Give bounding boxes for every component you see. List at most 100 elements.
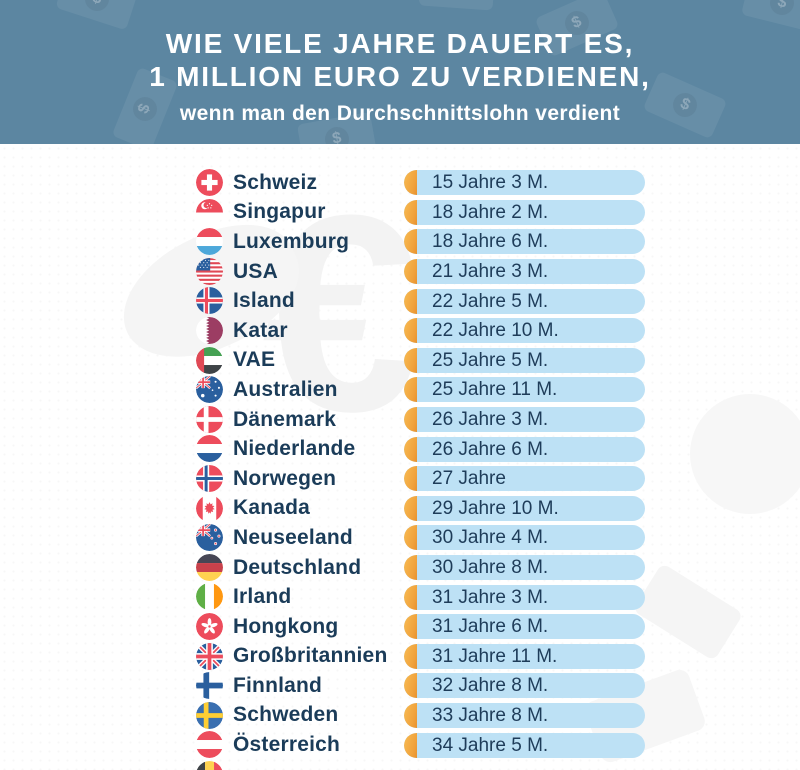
dollar-sign-icon: $ (323, 125, 351, 144)
country-label: Deutschland (233, 555, 362, 579)
title-line-1: WIE VIELE JAHRE DAUERT ES, (165, 28, 635, 59)
duration-label: 26 Jahre 6 M. (432, 438, 549, 460)
header: $ $ $ $ $ $ $ WIE VIELE JAHRE DAUERT ES,… (0, 0, 800, 144)
flag-lu-icon (196, 228, 223, 256)
duration-label: 33 Jahre 8 M. (432, 704, 549, 726)
country-label: Niederlande (233, 437, 356, 461)
duration-bar: 30 Jahre 8 M. (404, 555, 645, 581)
duration-label: 31 Jahre 3 M. (432, 586, 549, 608)
country-label: Australien (233, 377, 338, 401)
bar-cap (404, 436, 417, 462)
flag-at-icon (196, 731, 223, 759)
duration-bar: 33 Jahre 8 M. (404, 702, 645, 728)
duration-label: 32 Jahre 8 M. (432, 675, 549, 697)
partial-next-row (0, 760, 800, 770)
bar-cap (404, 199, 417, 225)
country-row: Hongkong 31 Jahre 6 M. (0, 612, 800, 642)
duration-bar: 29 Jahre 10 M. (404, 495, 645, 521)
duration-bar: 25 Jahre 11 M. (404, 377, 645, 403)
country-label: Irland (233, 585, 292, 609)
flag-sg-icon (196, 198, 223, 226)
flag-be-icon (196, 760, 223, 770)
country-label: Österreich (233, 733, 341, 757)
country-label: Norwegen (233, 466, 337, 490)
country-label: Luxemburg (233, 229, 350, 253)
duration-bar: 21 Jahre 3 M. (404, 259, 645, 285)
country-row: Neuseeland 30 Jahre 4 M. (0, 523, 800, 553)
country-row: Schweiz 15 Jahre 3 M. (0, 168, 800, 198)
flag-us-icon (196, 257, 223, 285)
bar-cap (404, 407, 417, 433)
country-label: Kanada (233, 496, 311, 520)
flag-dk-icon (196, 405, 223, 433)
duration-bar: 32 Jahre 8 M. (404, 673, 645, 699)
flag-no-icon (196, 464, 223, 492)
duration-label: 18 Jahre 2 M. (432, 201, 549, 223)
flag-nl-icon (196, 435, 223, 463)
duration-bar: 30 Jahre 4 M. (404, 525, 645, 551)
duration-label: 31 Jahre 6 M. (432, 616, 549, 638)
bar-cap (404, 347, 417, 373)
flag-se-icon (196, 701, 223, 729)
duration-bar: 31 Jahre 6 M. (404, 614, 645, 640)
country-row: Australien 25 Jahre 11 M. (0, 375, 800, 405)
title-line-2: 1 MILLION EURO ZU VERDIENEN, (149, 61, 651, 92)
country-row: Niederlande 26 Jahre 6 M. (0, 434, 800, 464)
duration-bar: 15 Jahre 3 M. (404, 170, 645, 196)
bar-cap (404, 318, 417, 344)
country-label: Singapur (233, 200, 326, 224)
country-row: Singapur 18 Jahre 2 M. (0, 198, 800, 228)
duration-label: 31 Jahre 11 M. (432, 645, 558, 667)
country-label: Neuseeland (233, 525, 353, 549)
flag-hk-icon (196, 612, 223, 640)
duration-label: 15 Jahre 3 M. (432, 172, 549, 194)
bar-cap (404, 288, 417, 314)
flag-gb-icon (196, 642, 223, 670)
duration-label: 25 Jahre 5 M. (432, 349, 549, 371)
country-label: USA (233, 259, 278, 283)
country-row: Schweden 33 Jahre 8 M. (0, 701, 800, 731)
duration-label: 22 Jahre 10 M. (432, 320, 559, 342)
duration-label: 34 Jahre 5 M. (432, 734, 549, 756)
duration-label: 26 Jahre 3 M. (432, 409, 549, 431)
country-row: Luxemburg 18 Jahre 6 M. (0, 227, 800, 257)
bar-cap (404, 377, 417, 403)
country-row: Österreich 34 Jahre 5 M. (0, 730, 800, 760)
rows-container: Schweiz 15 Jahre 3 M. Singapur 18 Jahre … (0, 168, 800, 770)
duration-label: 21 Jahre 3 M. (432, 261, 549, 283)
country-row: Kanada 29 Jahre 10 M. (0, 494, 800, 524)
country-row: Irland 31 Jahre 3 M. (0, 582, 800, 612)
country-row: Katar 22 Jahre 10 M. (0, 316, 800, 346)
country-label: Großbritannien (233, 644, 388, 668)
country-label: Schweiz (233, 170, 318, 194)
duration-bar: 34 Jahre 5 M. (404, 732, 645, 758)
duration-label: 29 Jahre 10 M. (432, 497, 559, 519)
flag-nz-icon (196, 524, 223, 552)
duration-bar: 31 Jahre 3 M. (404, 584, 645, 610)
bar-cap (404, 525, 417, 551)
country-row: Großbritannien 31 Jahre 11 M. (0, 642, 800, 672)
bar-cap (404, 495, 417, 521)
flag-is-icon (196, 287, 223, 315)
duration-bar: 22 Jahre 5 M. (404, 288, 645, 314)
bar-cap (404, 555, 417, 581)
duration-label: 25 Jahre 11 M. (432, 379, 558, 401)
country-row: Island 22 Jahre 5 M. (0, 286, 800, 316)
duration-bar: 22 Jahre 10 M. (404, 318, 645, 344)
country-label: Dänemark (233, 407, 337, 431)
duration-bar: 31 Jahre 11 M. (404, 643, 645, 669)
bar-cap (404, 673, 417, 699)
bar-cap (404, 229, 417, 255)
flag-au-icon (196, 376, 223, 404)
country-row: Dänemark 26 Jahre 3 M. (0, 405, 800, 435)
duration-bar: 27 Jahre (404, 466, 645, 492)
country-label: VAE (233, 348, 276, 372)
country-label: Finnland (233, 673, 323, 697)
country-row: VAE 25 Jahre 5 M. (0, 346, 800, 376)
bar-cap (404, 466, 417, 492)
bar-cap (404, 584, 417, 610)
duration-label: 22 Jahre 5 M. (432, 290, 549, 312)
duration-label: 27 Jahre (432, 468, 506, 490)
duration-label: 18 Jahre 6 M. (432, 231, 549, 253)
bar-cap (404, 259, 417, 285)
